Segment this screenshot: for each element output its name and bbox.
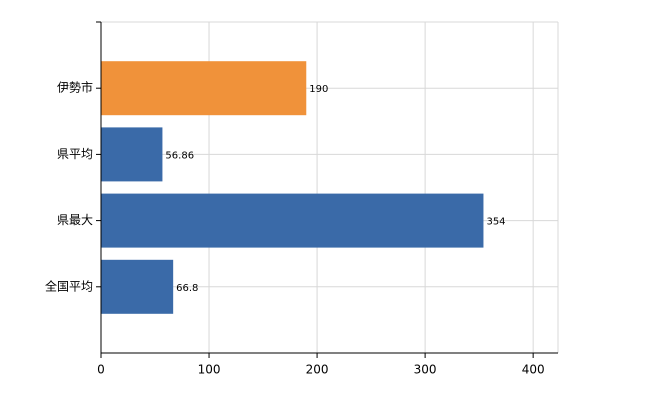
- y-tick-label: 県平均: [57, 147, 93, 161]
- x-tick-label: 200: [306, 363, 329, 377]
- value-label: 190: [309, 84, 328, 95]
- y-tick-label: 全国平均: [45, 278, 93, 293]
- bar: [101, 259, 174, 314]
- value-label: 354: [486, 217, 505, 228]
- x-tick-label: 100: [198, 363, 221, 377]
- x-tick-label: 400: [522, 363, 545, 377]
- bar: [101, 61, 307, 116]
- bar: [101, 127, 163, 182]
- value-label: 56.86: [165, 150, 194, 161]
- x-tick-label: 0: [97, 363, 105, 377]
- y-tick-label: 伊勢市: [57, 80, 93, 95]
- bar: [101, 193, 484, 248]
- value-label: 66.8: [176, 283, 198, 294]
- y-tick-label: 県最大: [57, 213, 93, 227]
- x-tick-label: 300: [414, 363, 437, 377]
